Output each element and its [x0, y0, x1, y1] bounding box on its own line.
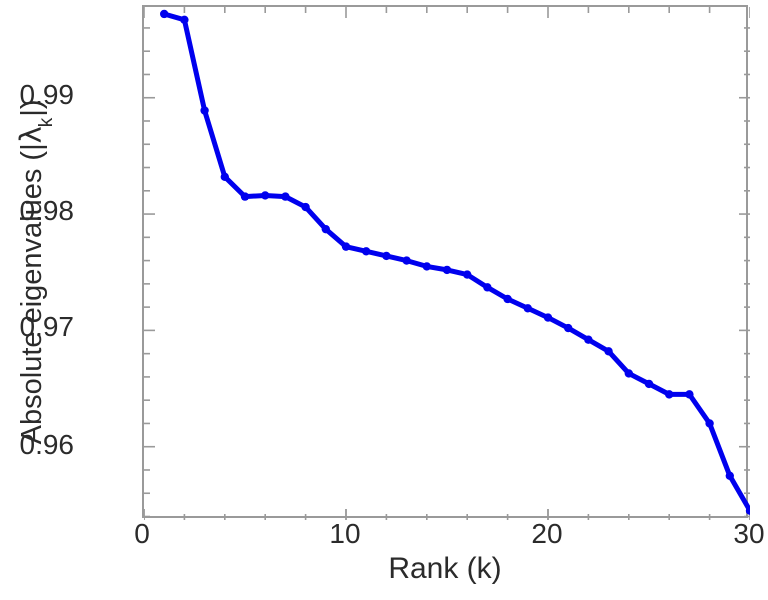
data-point	[503, 294, 512, 304]
data-point	[685, 390, 694, 399]
y-tick-label-3: 0.96	[19, 429, 75, 460]
data-point	[402, 256, 411, 265]
data-point	[321, 224, 330, 234]
data-point	[301, 202, 310, 212]
data-point	[564, 323, 573, 333]
data-point	[725, 471, 734, 480]
data-point	[543, 313, 553, 322]
data-point	[422, 262, 431, 271]
y-tick-label-0: 0.99	[19, 79, 75, 110]
x-axis-title: Rank (k)	[388, 552, 502, 585]
data-point	[705, 419, 714, 428]
data-point	[382, 251, 391, 261]
data-point	[624, 369, 633, 378]
axis-ticks	[144, 7, 750, 520]
y-tick-label-1: 0.98	[19, 195, 75, 226]
data-point	[200, 106, 209, 115]
data-point	[644, 379, 654, 389]
data-point	[261, 191, 270, 200]
data-point	[240, 192, 250, 201]
lambda-subscript: k	[35, 117, 57, 128]
data-point	[745, 506, 750, 515]
data-point	[341, 242, 351, 251]
data-point	[584, 335, 593, 344]
data-point	[463, 270, 472, 279]
x-tick-label-0: 0	[134, 518, 150, 549]
data-point	[220, 172, 229, 182]
data-point	[442, 265, 452, 275]
x-tick-label-1: 10	[329, 518, 361, 549]
data-canvas	[144, 7, 750, 520]
data-point	[665, 390, 674, 399]
data-point	[523, 304, 532, 313]
data-point	[281, 192, 290, 201]
eigenvalue-line	[161, 11, 750, 514]
plot-area	[142, 5, 750, 520]
data-point	[160, 9, 169, 19]
data-point	[483, 283, 492, 292]
data-point-markers	[160, 9, 750, 515]
lambda-symbol: λ	[14, 126, 49, 144]
x-tick-label-3: 30	[733, 518, 765, 549]
data-point	[362, 247, 371, 256]
data-point	[604, 347, 613, 356]
y-tick-label-2: 0.97	[19, 311, 75, 342]
y-axis-title-prefix: Absolute eigenvalues (|	[16, 143, 49, 445]
data-point	[180, 15, 189, 24]
x-tick-label-2: 20	[531, 518, 563, 549]
